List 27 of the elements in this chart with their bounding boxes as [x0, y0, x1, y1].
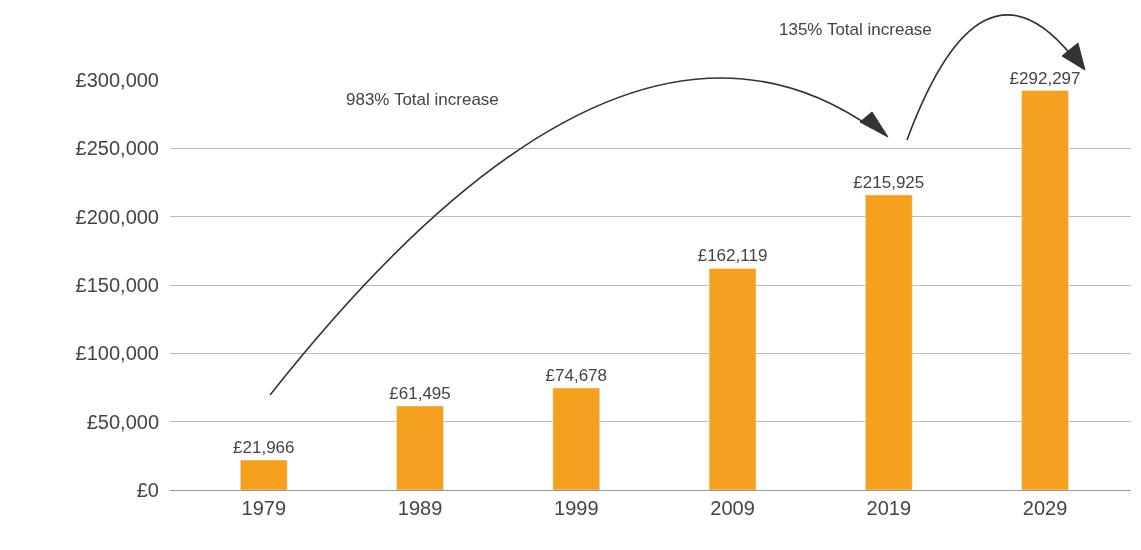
bar	[708, 268, 757, 490]
y-tick-label: £50,000	[86, 410, 159, 433]
bar	[552, 387, 600, 490]
y-tick-label: £200,000	[75, 205, 159, 228]
x-tick-label: 1989	[397, 497, 443, 519]
data-label: £162,119	[697, 246, 768, 266]
data-label: £74,678	[545, 365, 608, 385]
y-tick-label: £250,000	[75, 137, 159, 160]
y-tick-label: £0	[136, 479, 159, 501]
x-tick-label: 1999	[554, 497, 599, 519]
bar	[1021, 90, 1069, 490]
bar	[240, 459, 288, 490]
y-tick-label: £300,000	[75, 69, 159, 91]
text: 135% Total increase	[779, 20, 932, 39]
data-label: £21,966	[233, 437, 295, 457]
data-label: £292,297	[1009, 68, 1081, 88]
annotation: 983% Total increase	[346, 90, 499, 109]
y-tick-label: £150,000	[75, 274, 159, 296]
data-label: £215,925	[853, 172, 925, 192]
x-tick-label: 2019	[866, 497, 912, 519]
bar	[396, 405, 444, 490]
y-tick-label: £100,000	[75, 342, 159, 365]
data-label: £61,495	[389, 383, 451, 403]
x-tick-label: 1979	[241, 497, 287, 519]
x-tick-label: 2029	[1022, 497, 1068, 519]
bar	[865, 194, 913, 490]
x-tick-label: 2009	[710, 497, 755, 519]
